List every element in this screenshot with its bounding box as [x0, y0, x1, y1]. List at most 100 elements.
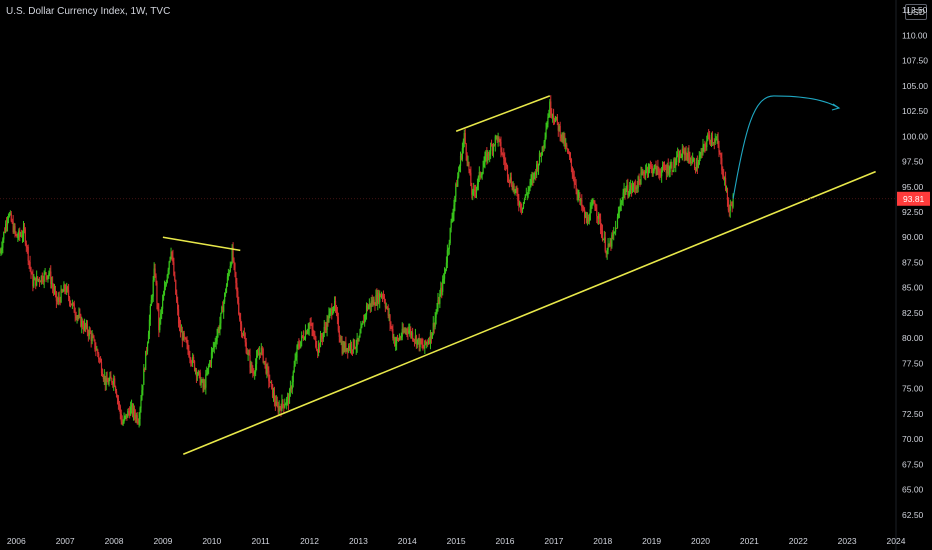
- candle-body: [598, 213, 600, 219]
- candle-body: [726, 188, 729, 201]
- candle-body: [454, 196, 456, 205]
- candle-body: [558, 125, 560, 131]
- candle-body: [677, 154, 680, 163]
- candle-body: [389, 315, 391, 325]
- candle-body: [347, 348, 349, 352]
- trendline[interactable]: [162, 236, 241, 252]
- price-tick-label: 92.50: [902, 207, 924, 217]
- candle-body: [127, 411, 129, 418]
- candle-body: [712, 142, 714, 144]
- time-tick-label: 2009: [153, 536, 172, 546]
- candle-body: [378, 292, 380, 303]
- candle-body: [67, 287, 69, 291]
- candle-body: [338, 330, 340, 337]
- candle-body: [79, 314, 81, 316]
- candle-body: [259, 352, 261, 354]
- candle-body: [699, 155, 701, 158]
- candle-body: [525, 194, 527, 196]
- trendline[interactable]: [182, 170, 876, 456]
- candle-body: [19, 230, 21, 236]
- candle-body: [324, 326, 326, 328]
- candle-body: [515, 188, 517, 190]
- candle-body: [114, 378, 116, 387]
- candle-body: [663, 166, 666, 170]
- candle-body: [68, 290, 70, 298]
- candle-body: [45, 272, 47, 276]
- candle-body: [318, 343, 320, 353]
- candle-body: [678, 153, 681, 163]
- candle-body: [596, 210, 598, 217]
- candle-body: [193, 357, 195, 361]
- candle-body: [16, 234, 18, 238]
- candle-body: [562, 132, 564, 142]
- candle-body: [189, 356, 191, 359]
- candle-body: [285, 403, 287, 406]
- candle-body: [633, 184, 636, 187]
- candle-body: [28, 260, 30, 262]
- candle-body: [693, 159, 695, 161]
- candle-body: [20, 235, 22, 237]
- candle-body: [408, 330, 410, 334]
- candle-body: [213, 343, 215, 348]
- candle-body: [21, 235, 23, 237]
- candle-body: [552, 115, 555, 120]
- annotations-group: [162, 95, 876, 456]
- candle-body: [693, 159, 696, 169]
- candle-body: [531, 177, 533, 180]
- candle-body: [115, 386, 117, 392]
- candle-body: [486, 153, 488, 162]
- candle-body: [608, 244, 610, 247]
- candle-body: [251, 363, 253, 372]
- time-tick-label: 2007: [56, 536, 75, 546]
- candle-body: [433, 322, 435, 327]
- candle-body: [548, 114, 550, 118]
- candle-body: [160, 313, 162, 319]
- candle-body: [651, 166, 653, 174]
- candle-body: [466, 154, 468, 163]
- candle-body: [73, 303, 75, 313]
- price-tick-label: 95.00: [902, 182, 924, 192]
- price-axis[interactable]: 62.50 65.00 67.50 70.00 72.50 75.00 77.50 80.00…: [902, 5, 928, 520]
- candle-body: [646, 167, 648, 171]
- candle-body: [391, 326, 393, 330]
- candle-body: [481, 173, 483, 176]
- candle-body: [626, 185, 628, 191]
- projection-arrow[interactable]: [732, 95, 840, 199]
- candle-body: [201, 380, 203, 382]
- trendline[interactable]: [455, 95, 551, 132]
- candle-body: [268, 370, 270, 382]
- candle-body: [153, 268, 155, 281]
- price-tick-label: 62.50: [902, 510, 924, 520]
- currency-badge[interactable]: USD: [905, 4, 927, 20]
- candle-body: [616, 217, 619, 228]
- candle-body: [343, 345, 345, 351]
- candle-body: [429, 332, 432, 343]
- candle-body: [9, 213, 11, 215]
- candle-body: [645, 170, 647, 176]
- candle-body: [610, 241, 612, 247]
- candle-body: [61, 289, 63, 292]
- candle-body: [297, 344, 299, 346]
- last-price-marker: 93.81: [0, 191, 930, 206]
- candle-body: [260, 347, 262, 354]
- price-tick-label: 105.00: [902, 81, 928, 91]
- candle-body: [298, 344, 300, 347]
- candle-body: [635, 187, 637, 190]
- time-axis[interactable]: 2006 2007 2008 2009 2010 2011 2012 2013 2014 2015…: [7, 536, 906, 546]
- candle-body: [555, 116, 557, 119]
- candle-body: [169, 257, 171, 262]
- candle-body: [359, 333, 361, 338]
- candle-body: [302, 336, 305, 339]
- candle-body: [472, 190, 474, 195]
- candle-body: [305, 331, 307, 334]
- candle-body: [109, 376, 111, 381]
- candle-body: [570, 159, 573, 167]
- candle-body: [121, 421, 123, 425]
- time-tick-label: 2019: [642, 536, 661, 546]
- candle-body: [387, 307, 389, 316]
- candle-body: [637, 176, 639, 189]
- candle-body: [263, 360, 265, 363]
- time-tick-label: 2008: [105, 536, 124, 546]
- candle-body: [88, 330, 90, 336]
